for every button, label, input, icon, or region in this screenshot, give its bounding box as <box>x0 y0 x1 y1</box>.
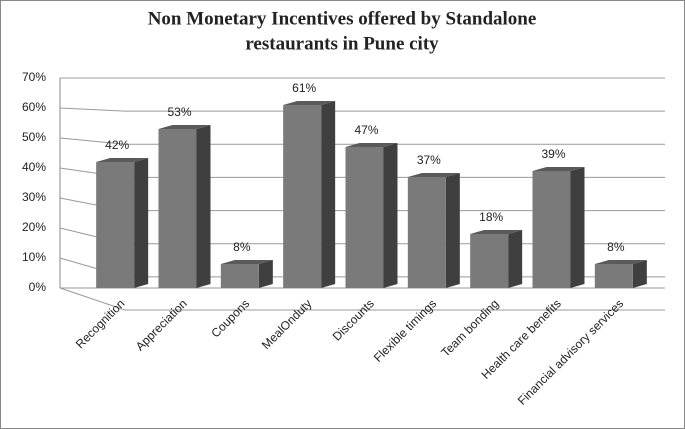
value-label: 8% <box>607 240 625 254</box>
y-tick-label: 30% <box>22 190 46 204</box>
value-label: 39% <box>541 147 565 161</box>
bar-side <box>258 260 273 288</box>
y-tick-label: 70% <box>22 70 46 84</box>
grid-line <box>59 287 665 311</box>
value-label: 18% <box>479 210 503 224</box>
bar-side <box>508 230 523 288</box>
bar-side <box>445 173 460 288</box>
chart-title: restaurants in Pune city <box>245 33 439 54</box>
value-label: 37% <box>417 153 441 167</box>
chart-title: Non Monetary Incentives offered by Stand… <box>148 8 537 29</box>
grid-line <box>59 107 665 112</box>
bar-top <box>220 260 273 264</box>
bar-side <box>196 125 211 288</box>
value-label: 42% <box>105 138 129 152</box>
bar <box>594 264 633 288</box>
bar <box>220 264 259 288</box>
bar-top <box>96 158 149 162</box>
bar-top <box>470 230 523 234</box>
y-tick-label: 50% <box>22 130 46 144</box>
bar-top <box>594 260 647 264</box>
value-label: 53% <box>167 105 191 119</box>
bar <box>345 147 384 288</box>
value-label: 61% <box>292 81 316 95</box>
bar-top <box>345 143 398 147</box>
y-tick-label: 10% <box>22 250 46 264</box>
bar-side <box>321 101 336 288</box>
y-tick-label: 40% <box>22 160 46 174</box>
bar-top <box>407 173 460 177</box>
bar-side <box>632 260 647 288</box>
bar-side <box>383 143 398 288</box>
grid-line <box>59 137 665 145</box>
bar-side <box>570 167 585 288</box>
bar <box>532 171 571 288</box>
y-tick-label: 60% <box>22 100 46 114</box>
bar-side <box>134 158 149 288</box>
bar-top <box>158 125 211 129</box>
bar <box>158 129 197 288</box>
bar-top <box>283 101 336 105</box>
bar <box>470 234 509 288</box>
bar <box>283 105 322 288</box>
value-label: 8% <box>233 240 251 254</box>
bar-top <box>532 167 585 171</box>
bar <box>407 177 446 288</box>
bar <box>96 162 135 288</box>
y-tick-label: 0% <box>29 280 47 294</box>
value-label: 47% <box>354 123 378 137</box>
y-tick-label: 20% <box>22 220 46 234</box>
